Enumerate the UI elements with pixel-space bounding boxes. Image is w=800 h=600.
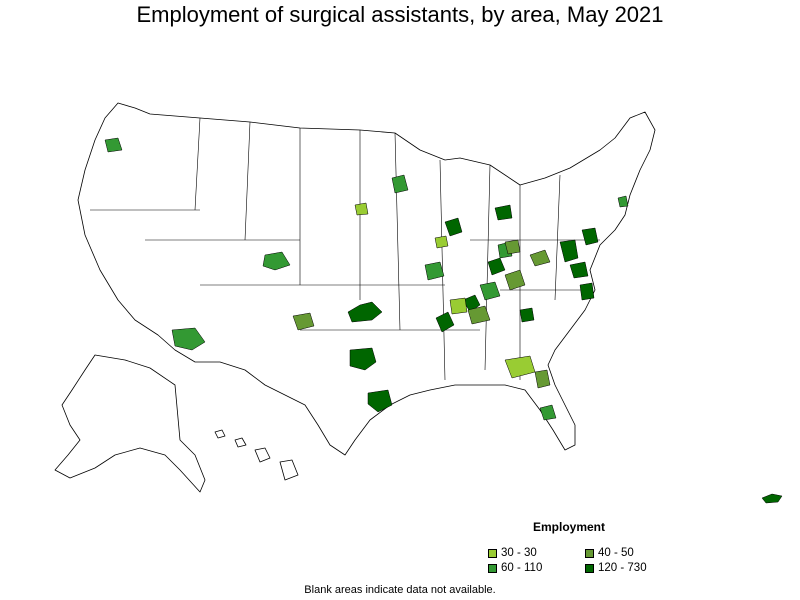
alaska-outline	[54, 354, 206, 493]
legend-label: 30 - 30	[501, 547, 537, 559]
area-highest	[494, 204, 513, 221]
legend-title: Employment	[533, 520, 606, 534]
legend-swatch	[585, 548, 594, 558]
area-high	[171, 327, 206, 351]
legend-swatch	[488, 548, 497, 558]
legend-item: 30 - 30	[488, 547, 537, 559]
area-high	[617, 195, 629, 208]
legend-label: 120 - 730	[598, 562, 647, 574]
area-highest	[367, 389, 393, 413]
area-mid	[504, 269, 526, 291]
footnote: Blank areas indicate data not available.	[304, 584, 496, 596]
employment-areas	[104, 137, 783, 504]
area-highest	[761, 493, 783, 504]
area-high	[424, 261, 445, 281]
area-high	[539, 404, 557, 421]
area-high	[262, 251, 291, 271]
area-highest	[444, 217, 463, 237]
area-mid	[292, 312, 315, 331]
area-low	[354, 202, 369, 216]
hawaii-island-2	[234, 437, 247, 448]
area-low	[449, 297, 468, 315]
legend-item: 120 - 730	[585, 562, 647, 574]
area-highest	[519, 307, 535, 323]
hawaii-island-1	[214, 429, 226, 439]
legend-item: 40 - 50	[585, 547, 634, 559]
area-highest	[435, 311, 455, 333]
legend-swatch	[488, 563, 497, 573]
area-high	[391, 174, 409, 194]
area-highest	[462, 294, 481, 313]
map-title: Employment of surgical assistants, by ar…	[136, 2, 664, 27]
legend-label: 60 - 110	[501, 562, 543, 574]
legend-label: 40 - 50	[598, 547, 634, 559]
area-high	[104, 137, 123, 153]
map-legend: Employment 30 - 30 40 - 50 60 - 110 120 …	[480, 516, 700, 576]
hawaii-island-4	[279, 459, 299, 481]
legend-item: 60 - 110	[488, 562, 542, 574]
area-mid	[504, 239, 521, 255]
area-high	[479, 281, 501, 301]
area-low	[434, 235, 449, 249]
legend-swatch	[585, 563, 594, 573]
area-highest	[487, 257, 506, 276]
area-highest	[579, 282, 595, 301]
area-highest	[349, 347, 377, 371]
area-highest	[581, 227, 599, 246]
area-mid	[529, 249, 551, 267]
area-highest	[559, 239, 579, 263]
area-mid	[534, 369, 551, 389]
hawaii-island-3	[254, 447, 271, 463]
area-mid	[467, 305, 491, 325]
area-highest	[347, 301, 383, 323]
area-low	[504, 355, 536, 379]
area-highest	[569, 261, 589, 279]
